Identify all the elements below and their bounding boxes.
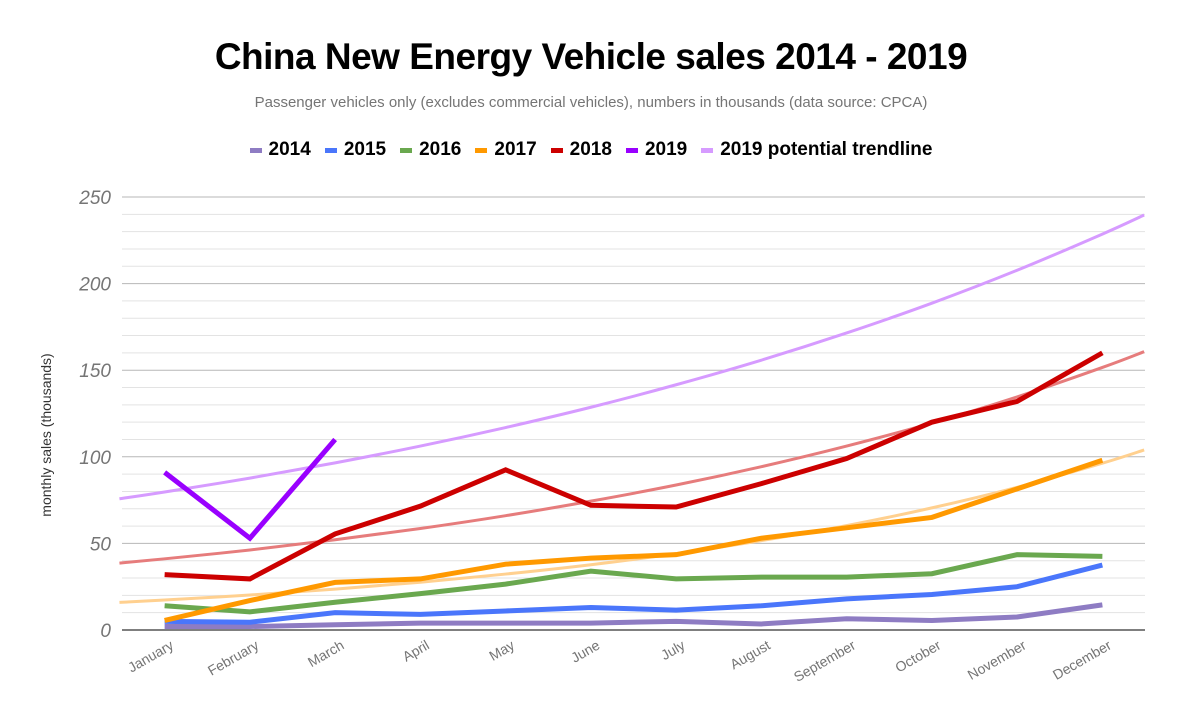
x-tick-label: August <box>727 637 773 673</box>
series-line-2019 <box>163 437 338 542</box>
series-line-2017 <box>164 457 1104 623</box>
y-tick-label: 0 <box>100 621 111 642</box>
y-axis-title: monthly sales (thousands) <box>38 353 54 516</box>
legend-swatch <box>701 147 714 153</box>
x-tick-label: April <box>400 637 432 665</box>
trendline-2017 <box>119 448 1145 604</box>
legend: 2014 2015 2016 2017 2018 2019 2019 potential t… <box>0 139 1182 161</box>
legend-label: 2015 <box>343 139 387 160</box>
legend-swatch <box>625 147 638 153</box>
y-tick-label: 150 <box>79 361 111 382</box>
legend-label: 2016 <box>419 139 462 160</box>
legend-label: 2017 <box>494 139 537 160</box>
legend-label: 2014 <box>268 139 311 160</box>
series-line-2018 <box>164 350 1104 582</box>
legend-label: 2019 potential trendline <box>720 139 933 160</box>
legend-item: 2015 <box>324 139 387 161</box>
legend-swatch <box>324 147 337 153</box>
legend-item: 2014 <box>249 139 311 161</box>
legend-label: 2018 <box>569 139 612 160</box>
legend-item: 2018 <box>550 139 612 161</box>
legend-swatch <box>550 147 563 153</box>
legend-item: 2016 <box>400 139 461 161</box>
x-tick-label: September <box>791 637 859 685</box>
legend-swatch <box>400 147 413 153</box>
chart-subtitle: Passenger vehicles only (excludes commer… <box>254 94 928 111</box>
legend-label: 2019 <box>644 139 688 160</box>
x-tick-label: November <box>965 637 1029 683</box>
chart-title: China New Energy Vehicle sales 2014 - 20… <box>214 36 968 77</box>
x-tick-label: July <box>658 637 688 663</box>
series-line-2019-potential-trendline <box>119 213 1145 501</box>
legend-item: 2019 potential trendline <box>701 139 932 161</box>
trendline-2018 <box>119 350 1145 565</box>
y-tick-label: 50 <box>90 534 112 555</box>
x-tick-label: October <box>892 637 943 676</box>
legend-item: 2019 <box>625 139 688 161</box>
x-tick-label: March <box>305 637 347 670</box>
y-tick-label: 100 <box>79 448 111 469</box>
x-tick-label: December <box>1050 637 1114 683</box>
x-tick-label: February <box>205 637 262 679</box>
x-tick-label: June <box>568 637 602 666</box>
x-tick-label: January <box>125 637 176 676</box>
y-tick-label: 200 <box>78 275 111 296</box>
legend-swatch <box>249 147 262 153</box>
series-line-2014 <box>164 602 1103 630</box>
series-line-2015 <box>164 562 1103 625</box>
x-tick-label: May <box>486 637 517 664</box>
series-line-2016 <box>164 552 1103 615</box>
legend-item: 2017 <box>475 139 537 161</box>
legend-swatch <box>475 147 488 153</box>
y-tick-label: 250 <box>78 188 111 209</box>
